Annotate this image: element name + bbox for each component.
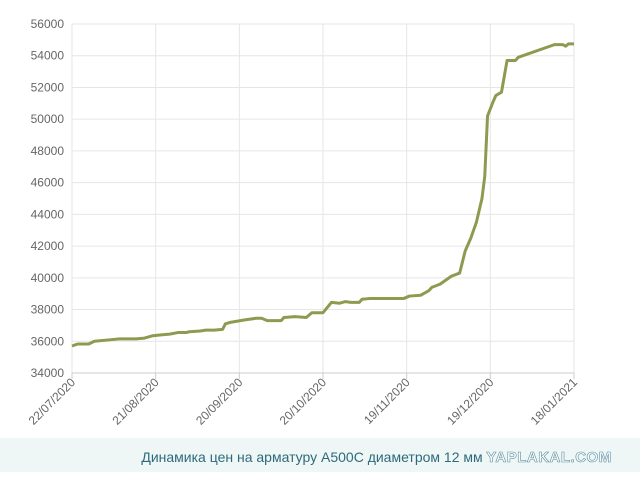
y-tick-label: 36000 — [31, 334, 65, 348]
x-tick-label: 19/12/2020 — [444, 375, 497, 428]
watermark: YAPLAKAL.COM — [486, 449, 611, 466]
y-tick-label: 42000 — [31, 239, 65, 253]
x-tick-label: 22/07/2020 — [26, 375, 79, 428]
y-tick-label: 46000 — [31, 176, 65, 190]
y-tick-label: 44000 — [31, 207, 65, 221]
x-tick-label: 21/08/2020 — [109, 375, 162, 428]
x-tick-label: 19/11/2020 — [361, 375, 413, 427]
y-tick-label: 54000 — [31, 49, 65, 63]
x-tick-label: 20/09/2020 — [193, 375, 246, 428]
caption: Динамика цен на арматуру А500С диаметром… — [141, 449, 482, 465]
y-tick-label: 34000 — [31, 366, 65, 380]
x-tick-label: 18/01/2021 — [528, 375, 581, 428]
x-tick-label: 20/10/2020 — [277, 375, 330, 428]
y-tick-label: 56000 — [31, 17, 65, 31]
price-line — [71, 42, 574, 348]
y-tick-label: 52000 — [31, 80, 65, 94]
y-tick-label: 38000 — [31, 303, 65, 317]
y-tick-label: 40000 — [31, 271, 65, 285]
caption-band — [0, 438, 640, 472]
y-tick-label: 50000 — [31, 112, 65, 126]
y-tick-label: 48000 — [31, 144, 65, 158]
